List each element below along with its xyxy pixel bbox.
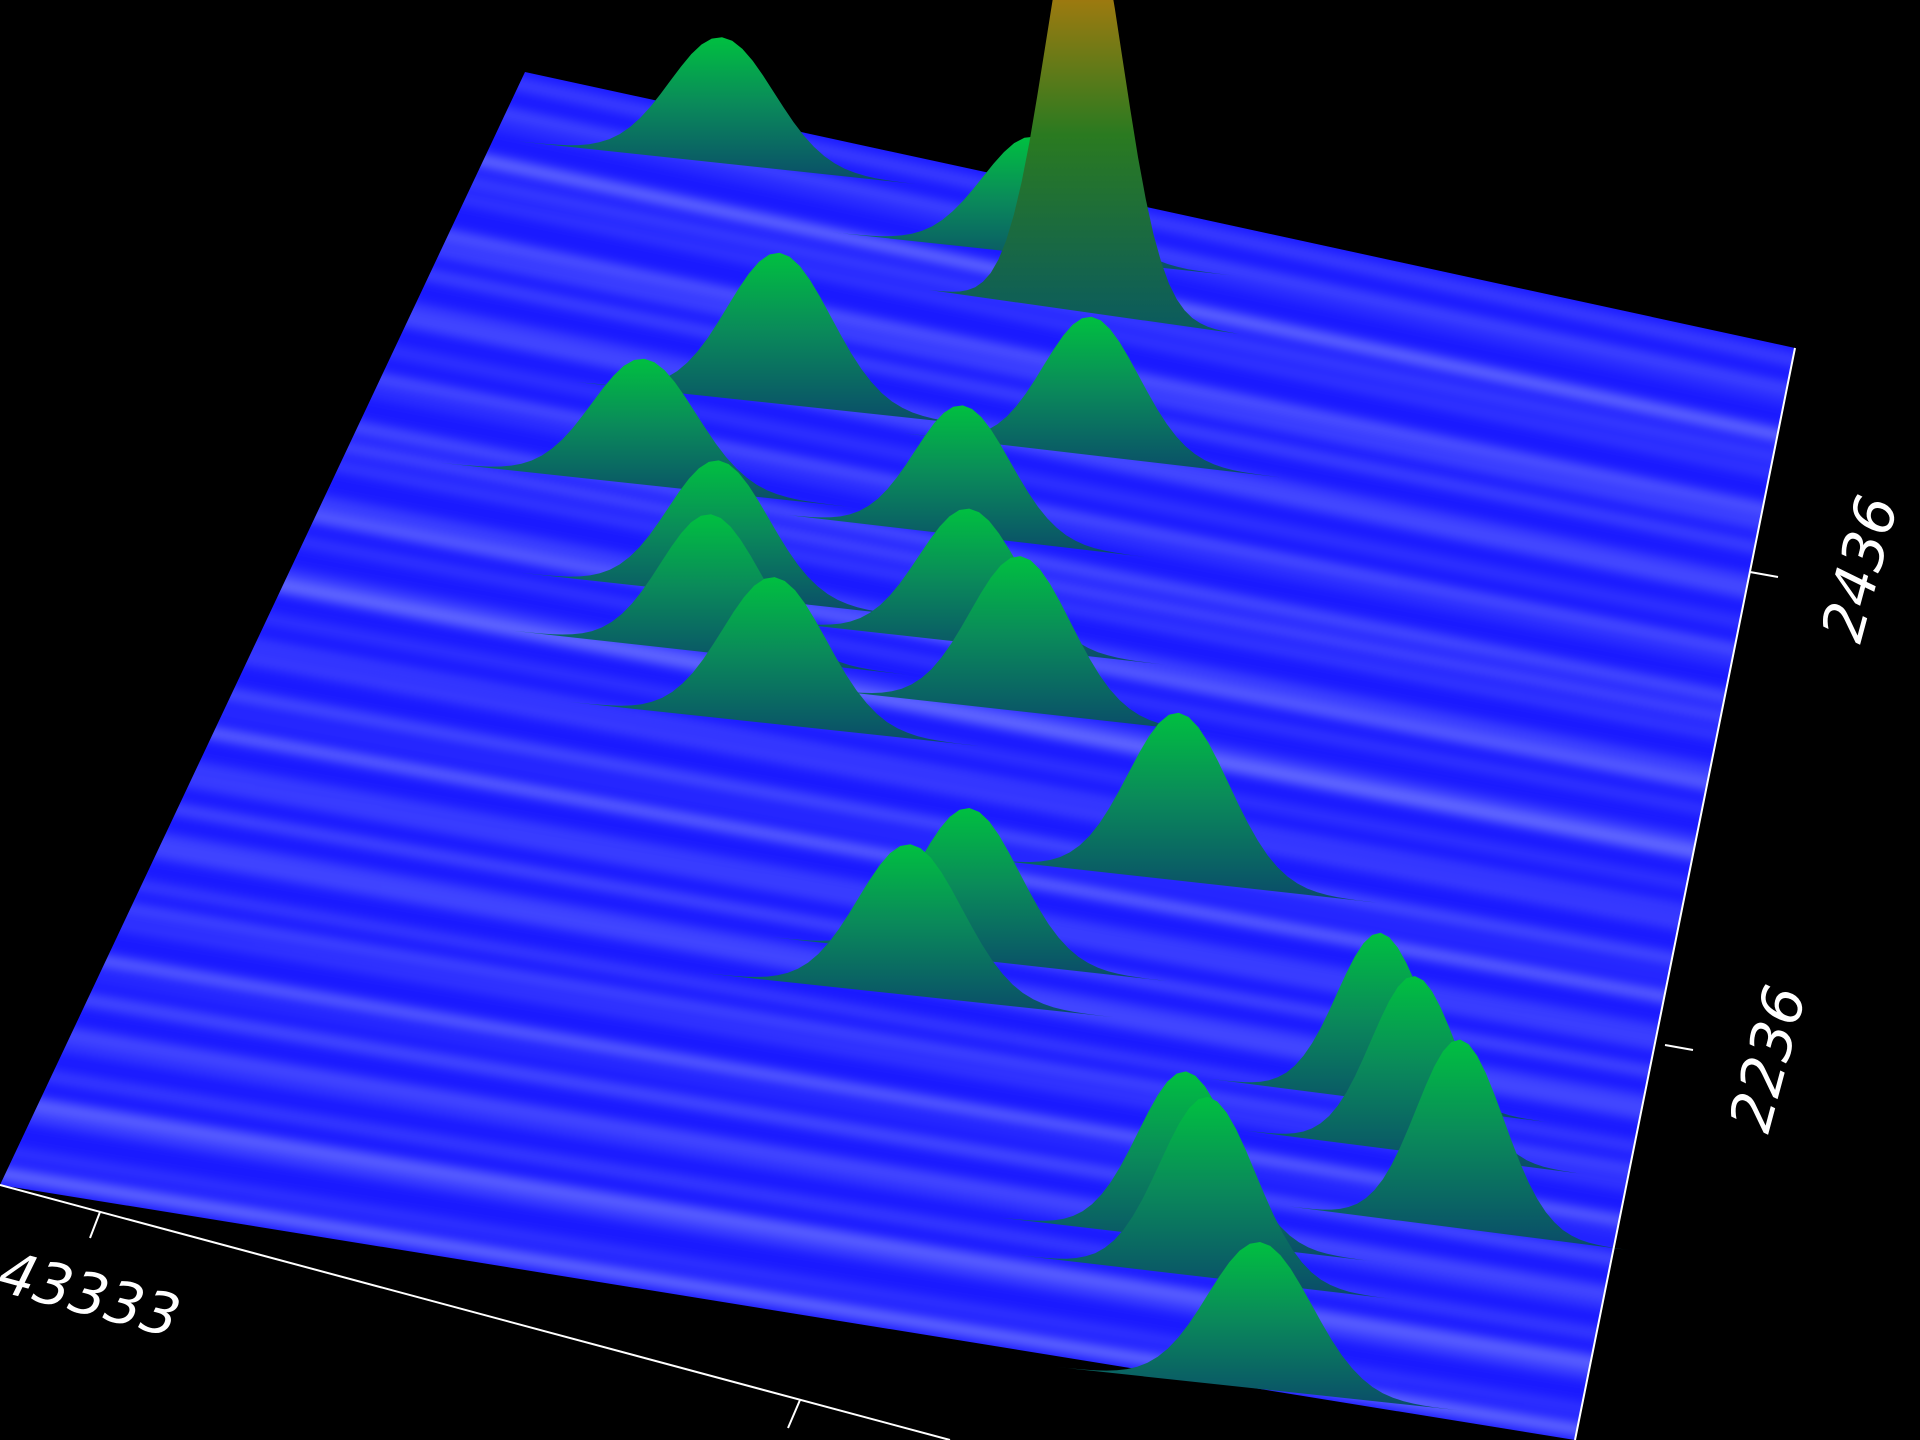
surface-streak bbox=[0, 1031, 1680, 1320]
x-axis-line bbox=[0, 1184, 951, 1440]
surface-streak bbox=[0, 1016, 1683, 1310]
surface-streak bbox=[399, 182, 1795, 490]
surface-peak bbox=[517, 37, 927, 186]
surface-peak bbox=[439, 358, 849, 507]
surface-streak bbox=[0, 1101, 1667, 1391]
y-axis-tick-label: 2236 bbox=[1716, 978, 1820, 1138]
surface-streak bbox=[406, 164, 1795, 475]
x-axis-tick-label: 43333 bbox=[0, 1238, 187, 1351]
surface-streak bbox=[176, 640, 1752, 942]
surface-peak bbox=[1055, 1242, 1465, 1411]
y-axis-tick-0 bbox=[1749, 571, 1779, 578]
surface-peak bbox=[774, 405, 1151, 558]
surface-peak bbox=[903, 316, 1280, 478]
surface-streak bbox=[0, 1059, 1675, 1351]
x-axis-tick-0 bbox=[89, 1211, 101, 1239]
surface-peak bbox=[928, 0, 1239, 334]
surface-streak bbox=[339, 302, 1795, 610]
surface-streak bbox=[312, 362, 1795, 665]
y-axis-tick-1 bbox=[1664, 1044, 1694, 1051]
surface-peak bbox=[771, 508, 1168, 665]
surface-streak bbox=[0, 1087, 1670, 1380]
surface-peak bbox=[574, 252, 985, 426]
surface-peaks bbox=[439, 0, 1632, 1411]
surface-streak bbox=[211, 567, 1765, 871]
surface-peak bbox=[1019, 1096, 1396, 1300]
surface-streak bbox=[324, 333, 1795, 641]
surface-streak bbox=[195, 601, 1759, 902]
surface-streak bbox=[183, 627, 1754, 926]
surface-peak bbox=[512, 514, 909, 675]
x-axis-tick-1 bbox=[787, 1399, 801, 1429]
surface-peak bbox=[1288, 1039, 1632, 1251]
surface-peak bbox=[570, 577, 980, 746]
surface-peak bbox=[705, 844, 1115, 1018]
y-axis-line bbox=[1574, 347, 1796, 1440]
surface-streak bbox=[10, 982, 1689, 1277]
surface-peak bbox=[980, 712, 1377, 903]
surface-peak bbox=[822, 556, 1219, 734]
surface-streak bbox=[0, 1137, 1661, 1425]
surface-peak bbox=[1243, 976, 1587, 1175]
y-axis-tick-label: 2436 bbox=[1808, 488, 1912, 648]
